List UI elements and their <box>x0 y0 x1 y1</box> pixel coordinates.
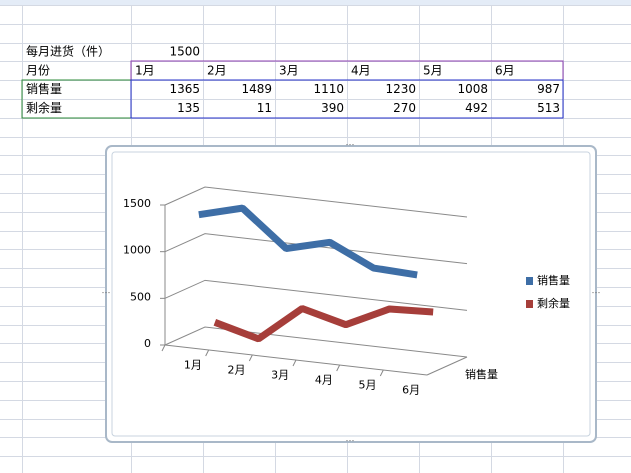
grid-line <box>164 279 468 311</box>
x-tick-label: 5月 <box>359 379 377 392</box>
series-ribbon <box>213 305 434 343</box>
x-tick <box>161 344 166 352</box>
x-tick <box>248 354 253 362</box>
cell: 1500 <box>169 45 200 59</box>
x-tick-label: 6月 <box>402 384 420 397</box>
cell: 492 <box>465 101 488 115</box>
cell: 1110 <box>313 82 344 96</box>
resize-handle: ⋯ <box>346 437 355 447</box>
y-tick-label: 1000 <box>123 244 151 257</box>
cell: 987 <box>537 82 560 96</box>
cell: 135 <box>177 101 200 115</box>
cell: 1230 <box>385 82 416 96</box>
series-ribbon <box>198 204 418 279</box>
cell: 剩余量 <box>26 100 62 115</box>
legend-label: 剩余量 <box>537 296 570 310</box>
x-tick-label: 1月 <box>184 359 202 372</box>
cell: 6月 <box>495 63 515 77</box>
cell: 3月 <box>279 63 299 77</box>
legend-swatch <box>526 300 533 308</box>
grid-line <box>164 233 468 265</box>
cell: 1365 <box>169 82 200 96</box>
cell: 销售量 <box>26 81 62 96</box>
x-tick <box>336 364 341 372</box>
cell: 270 <box>393 101 416 115</box>
x-tick <box>205 349 210 357</box>
cell: 4月 <box>351 63 371 77</box>
y-tick-label: 500 <box>130 290 151 303</box>
cell: 1489 <box>241 82 272 96</box>
x-tick-label: 4月 <box>315 374 333 387</box>
x-tick <box>379 369 384 377</box>
cell: 390 <box>321 101 344 115</box>
y-tick-label: 1500 <box>123 197 151 210</box>
depth-axis <box>426 356 468 376</box>
grid-line <box>164 186 468 218</box>
value-range <box>130 79 564 119</box>
grid-line <box>164 326 468 358</box>
resize-handle: ⋯ <box>346 141 355 151</box>
cell: 每月进货（件） <box>26 44 110 59</box>
y-tick-label: 0 <box>144 337 151 350</box>
depth-tick-label: 销售量 <box>465 367 498 381</box>
chart-area <box>111 151 591 437</box>
cell: 513 <box>537 101 560 115</box>
cell: 月份 <box>26 63 50 77</box>
x-tick-label: 2月 <box>228 364 246 377</box>
resize-handle: ⋯ <box>592 289 601 299</box>
header-strip <box>0 0 631 5</box>
legend-swatch <box>526 277 533 285</box>
resize-handle: ⋯ <box>102 289 111 299</box>
cell: 1008 <box>457 82 488 96</box>
cell: 1月 <box>135 63 155 77</box>
cell: 2月 <box>207 63 227 77</box>
x-tick <box>292 359 297 367</box>
legend-label: 销售量 <box>537 273 570 287</box>
x-tick-label: 3月 <box>271 369 289 382</box>
cell: 11 <box>257 101 272 115</box>
cell: 5月 <box>423 63 443 77</box>
